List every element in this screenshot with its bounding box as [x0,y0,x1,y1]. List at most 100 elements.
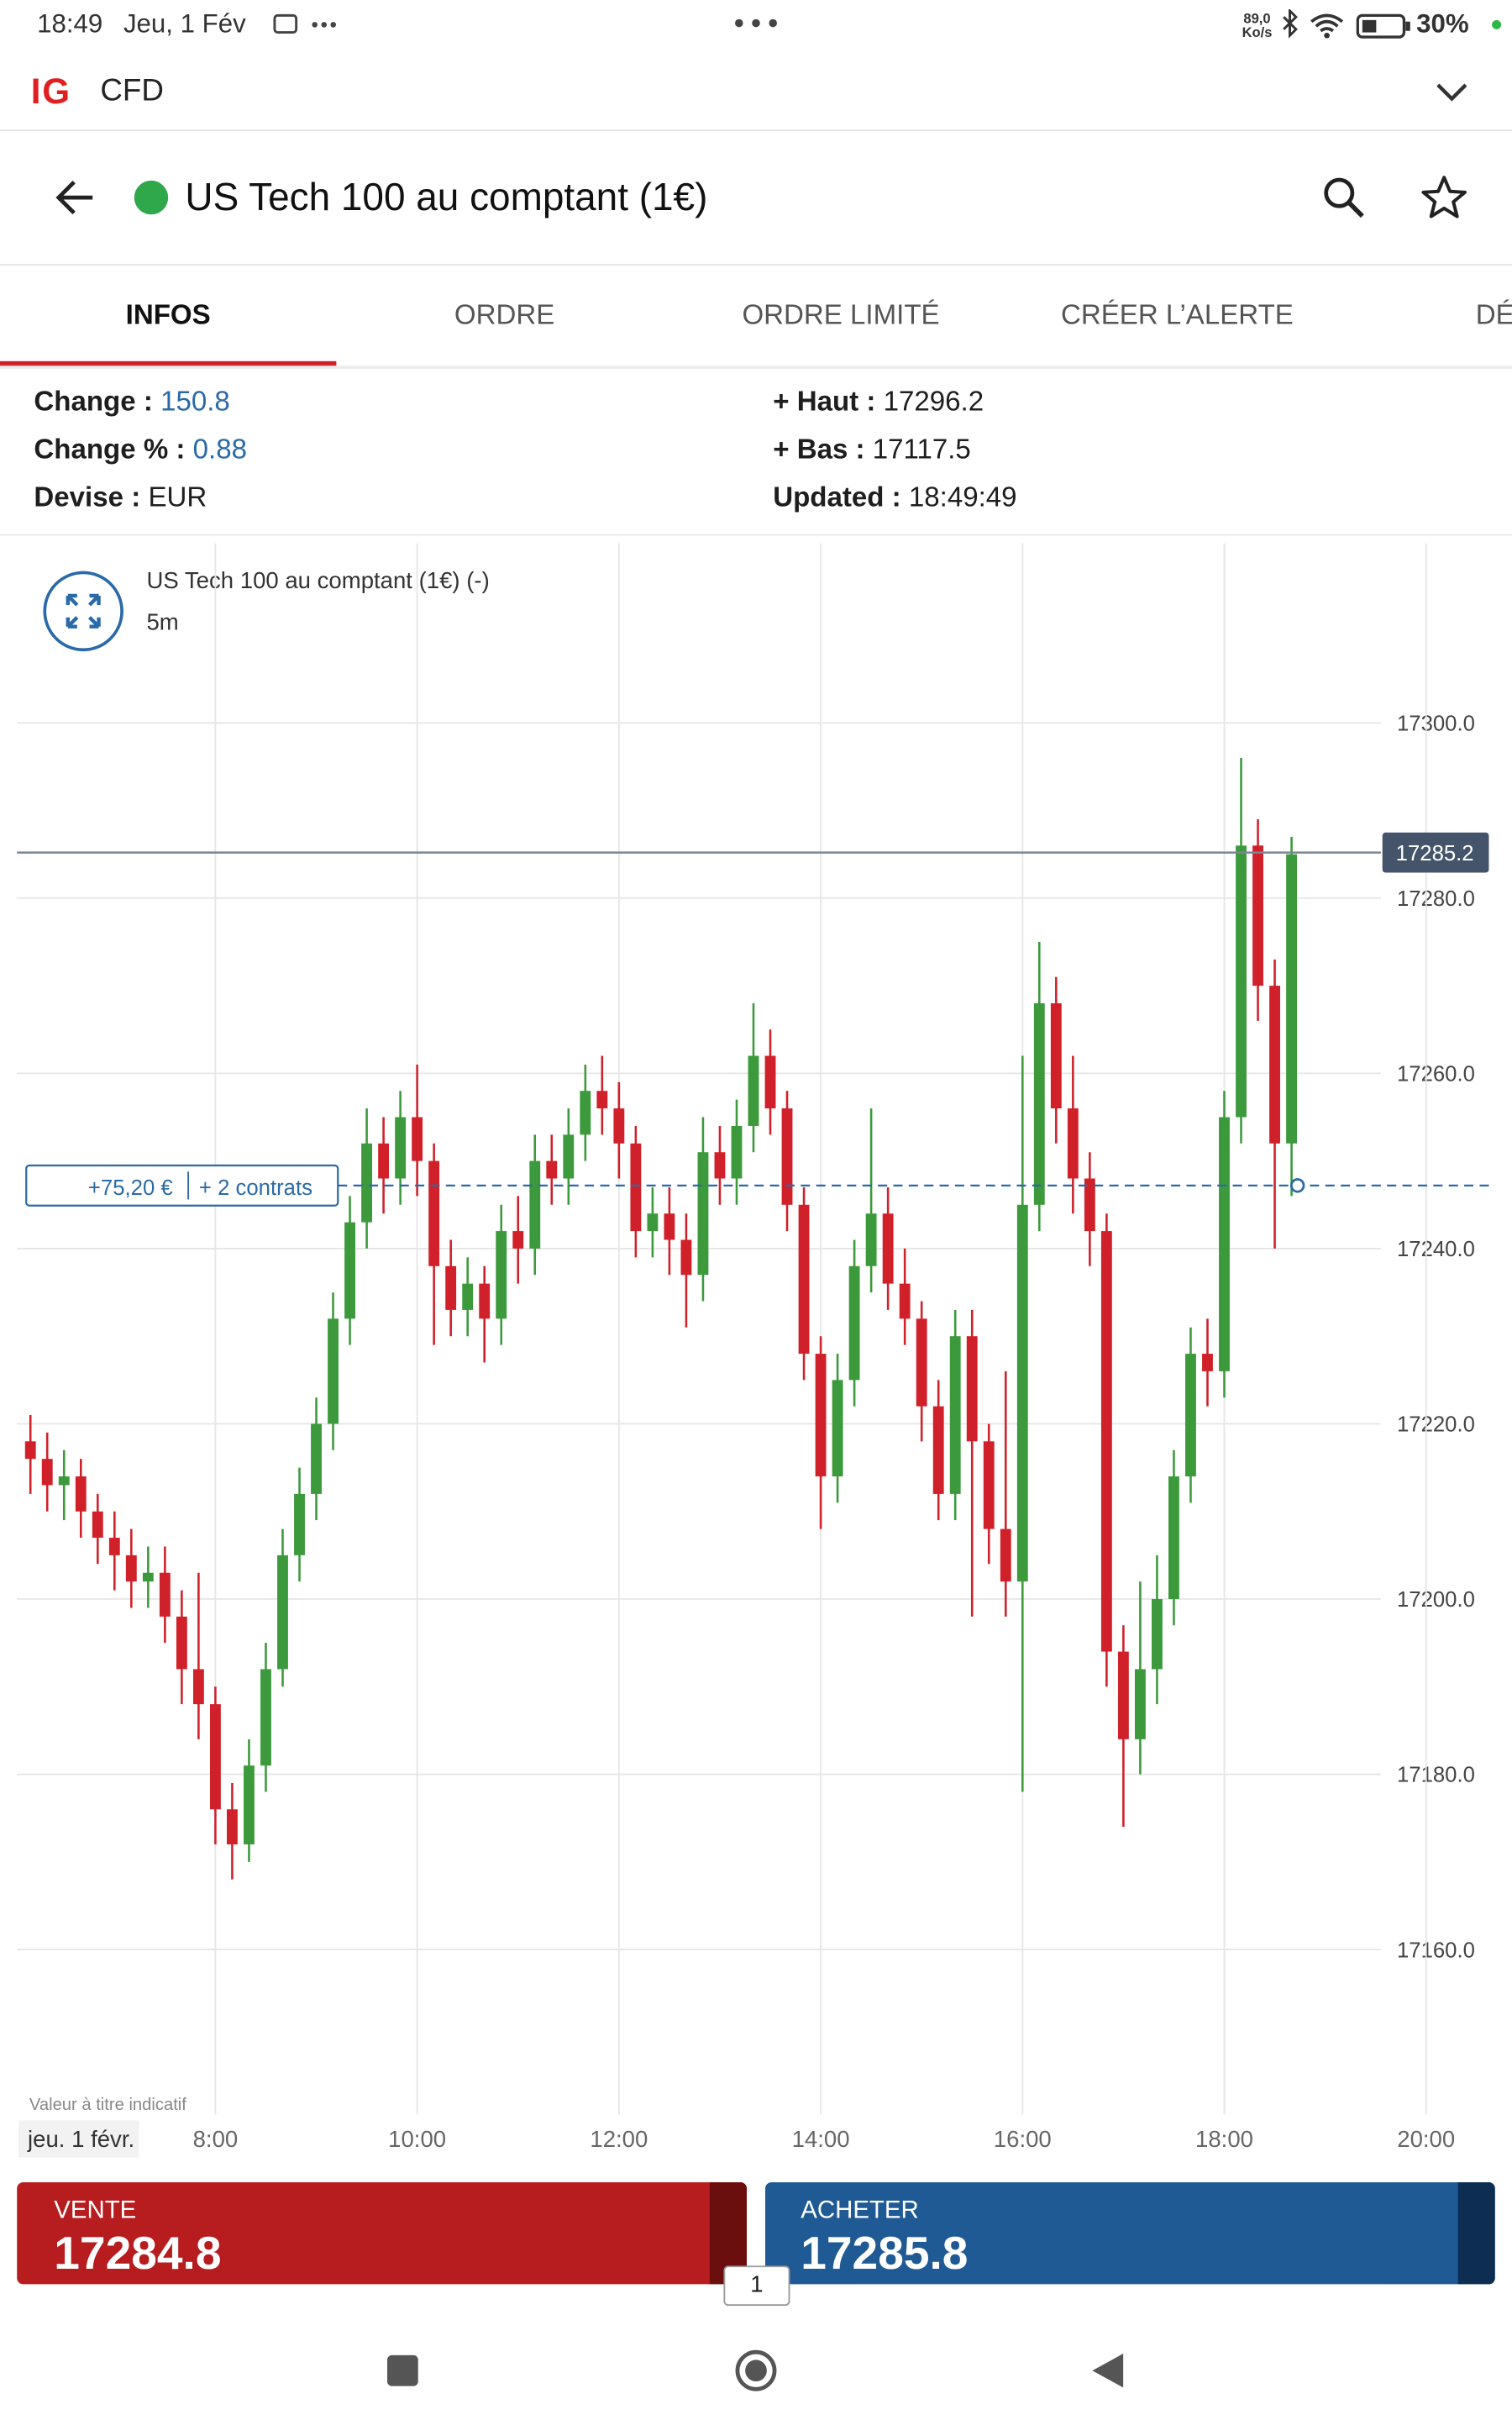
candle-body [966,1336,978,1442]
candle-body [361,1143,373,1223]
candle-body [781,1108,793,1205]
candle-body [613,1108,625,1144]
candle-body [395,1117,407,1179]
candle-body [932,1406,944,1494]
candle-body [445,1265,457,1310]
candle-body [512,1231,524,1249]
candle-body [294,1493,305,1555]
candle-body [1067,1108,1079,1179]
position-size: + 2 contrats [199,1176,312,1200]
candle-body [24,1441,36,1460]
candle-body [159,1572,171,1617]
candle-body [714,1152,726,1179]
candle-body [899,1283,911,1319]
info-label: Change % : [34,434,186,465]
candle-body [546,1160,558,1179]
sell-button[interactable]: VENTE 17284.8 [17,2182,747,2285]
info-value: EUR [148,481,207,513]
info-row: Change % : 0.88 [34,434,247,466]
candle-body [832,1380,843,1477]
candle-body [378,1143,390,1179]
candle-body [580,1091,591,1135]
tab-bar-shadow [0,366,1512,369]
current-price-tag [1382,832,1489,873]
candle-body [142,1572,154,1582]
info-label: Updated : [773,481,901,513]
candle-body [328,1318,339,1424]
status-icons-left [273,13,337,34]
chart-note: Valeur à titre indicatif [29,2096,186,2114]
y-tick-label: 17260.0 [1397,1063,1475,1086]
battery-level: 30% [1416,9,1469,39]
buy-price: 17285.8 [801,2228,969,2280]
candle-body [916,1318,927,1407]
x-tick-label: 8:00 [193,2126,239,2152]
buy-button[interactable]: ACHETER 17285.8 [765,2182,1495,2285]
candle-body [596,1091,608,1109]
search-button[interactable] [1320,175,1367,221]
y-tick-label: 17300.0 [1397,712,1475,735]
x-tick-label: 12:00 [590,2126,648,2152]
candle-body [125,1555,137,1582]
candle-body [1100,1231,1112,1652]
status-icons-right [1283,9,1410,39]
candle-body [428,1160,440,1266]
tab[interactable]: ORDRE [454,299,555,331]
tab[interactable]: INFOS [125,299,211,331]
divider [0,129,1512,132]
favorite-button[interactable] [1420,173,1469,223]
candle-body [680,1239,692,1276]
nav-back[interactable] [1092,2354,1124,2388]
info-row: Updated : 18:49:49 [773,481,1016,514]
date-label-bg [18,2120,139,2158]
position-pnl: +75,20 € [88,1176,173,1200]
candle-body [748,1055,759,1126]
expand-button[interactable] [43,571,123,652]
candle-body [664,1213,675,1240]
info-row: + Bas : 17117.5 [773,434,971,466]
tab[interactable]: CRÉER L’ALERTE [1060,299,1294,331]
nav-recent[interactable] [387,2354,418,2386]
net-speed: 89,0 Ko/s [1242,12,1273,40]
candle-body [1033,1002,1045,1205]
tab[interactable]: ORDRE LIMITÉ [742,299,940,331]
info-label: Devise : [34,481,141,513]
buy-label: ACHETER [801,2197,919,2224]
quantity-box[interactable]: 1 [723,2265,790,2307]
candle-body [630,1143,642,1232]
y-tick-label: 17280.0 [1397,887,1475,911]
tab[interactable]: DÉPÊ [1475,299,1512,331]
y-tick-label: 17240.0 [1397,1238,1475,1261]
candle-body [1134,1669,1146,1739]
divider [0,534,1512,536]
position-tag[interactable] [25,1164,339,1207]
candle-body [1219,1117,1230,1371]
candle-body [311,1423,322,1494]
y-tick-label: 17200.0 [1397,1588,1475,1612]
x-tick-label: 14:00 [792,2126,850,2152]
sell-label: VENTE [54,2197,137,2224]
info-row: Change : 150.8 [34,386,229,418]
app-menu-chevron[interactable] [1435,81,1468,105]
sell-price: 17284.8 [54,2228,222,2280]
nav-home[interactable] [735,2349,777,2391]
candle-body [1016,1204,1028,1582]
x-tick-label: 18:00 [1195,2126,1253,2152]
candle-body [108,1538,120,1555]
candle-body [865,1213,877,1266]
candle-body [209,1704,221,1810]
candle-body [882,1213,894,1284]
candle-body [764,1055,776,1109]
back-button[interactable] [52,176,98,218]
market-status-dot [134,180,169,215]
candle-body [496,1231,507,1319]
y-tick-label: 17220.0 [1397,1413,1475,1437]
candle-body [529,1160,541,1249]
info-value: 0.88 [192,434,248,465]
net-speed-unit: Ko/s [1242,24,1273,40]
candle-body [815,1354,827,1477]
candle-body [647,1213,659,1232]
